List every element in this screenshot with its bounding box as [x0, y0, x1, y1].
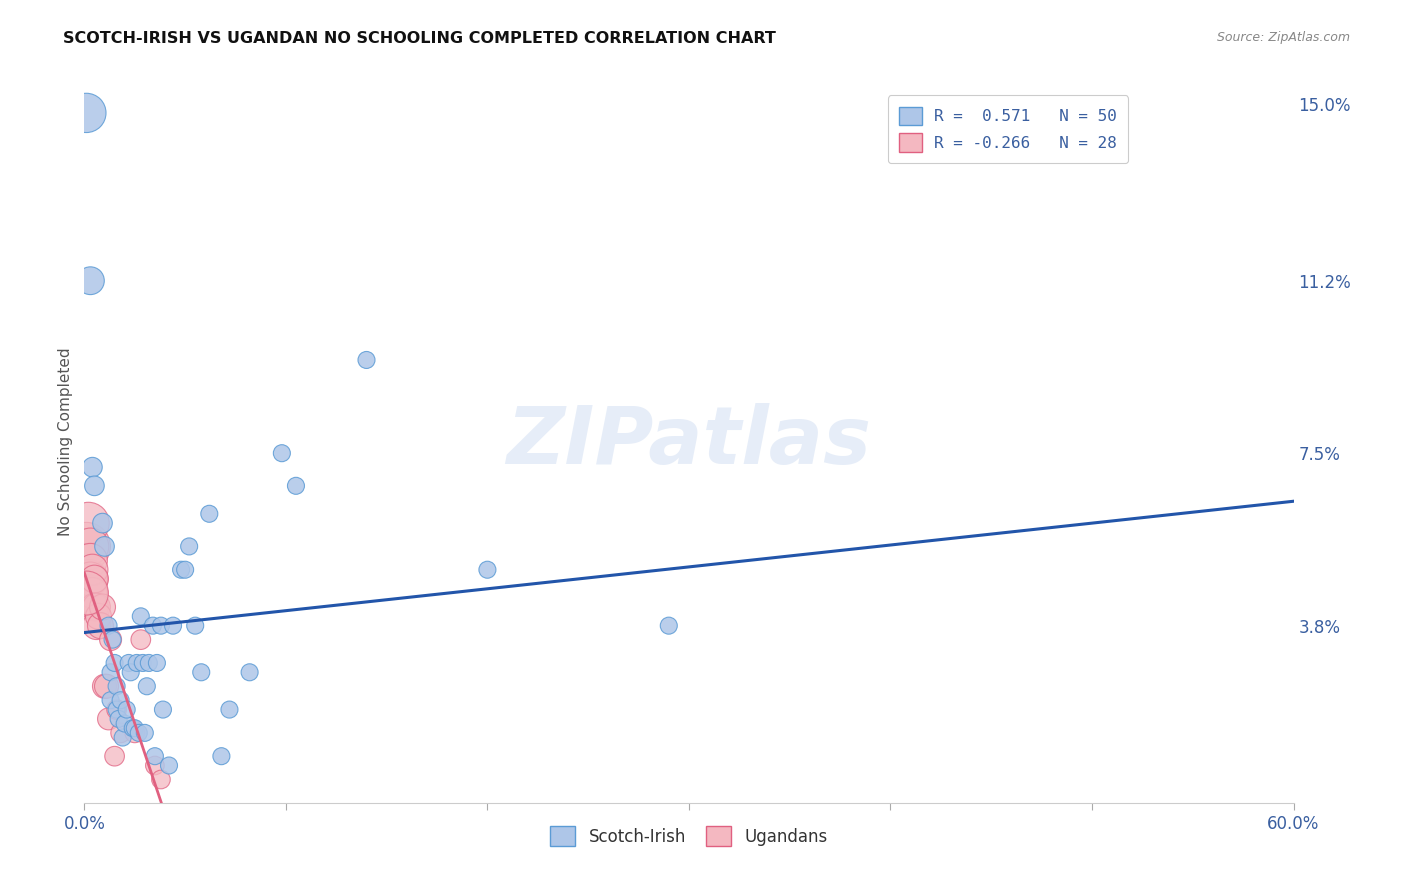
Point — [86, 618, 108, 632]
Point — [152, 702, 174, 716]
Text: SCOTCH-IRISH VS UGANDAN NO SCHOOLING COMPLETED CORRELATION CHART: SCOTCH-IRISH VS UGANDAN NO SCHOOLING COM… — [63, 31, 776, 46]
Point — [184, 618, 207, 632]
Point — [100, 665, 122, 680]
Point — [285, 479, 308, 493]
Point — [89, 618, 111, 632]
Point — [105, 702, 128, 716]
Point — [124, 726, 146, 740]
Point — [174, 563, 197, 577]
Point — [97, 712, 120, 726]
Point — [118, 656, 141, 670]
Point — [97, 618, 120, 632]
Point — [96, 679, 118, 693]
Point — [218, 702, 240, 716]
Point — [110, 726, 132, 740]
Point — [91, 516, 114, 530]
Point — [75, 586, 97, 600]
Point — [75, 106, 97, 120]
Point — [138, 656, 160, 670]
Point — [162, 618, 184, 632]
Point — [124, 721, 146, 735]
Legend: Scotch-Irish, Ugandans: Scotch-Irish, Ugandans — [544, 820, 834, 852]
Point — [82, 563, 104, 577]
Point — [120, 665, 142, 680]
Point — [658, 618, 681, 632]
Point — [82, 586, 104, 600]
Point — [115, 702, 138, 716]
Point — [209, 749, 232, 764]
Point — [134, 726, 156, 740]
Point — [356, 353, 378, 368]
Point — [270, 446, 292, 460]
Point — [125, 656, 148, 670]
Point — [100, 632, 122, 647]
Text: Source: ZipAtlas.com: Source: ZipAtlas.com — [1216, 31, 1350, 45]
Point — [101, 632, 124, 647]
Point — [83, 572, 105, 586]
Point — [79, 274, 101, 288]
Point — [79, 553, 101, 567]
Point — [91, 600, 114, 615]
Point — [111, 731, 134, 745]
Point — [114, 716, 136, 731]
Y-axis label: No Schooling Completed: No Schooling Completed — [58, 347, 73, 536]
Point — [87, 609, 110, 624]
Point — [121, 721, 143, 735]
Point — [477, 563, 499, 577]
Point — [146, 656, 169, 670]
Point — [129, 609, 152, 624]
Point — [105, 679, 128, 693]
Point — [77, 586, 100, 600]
Point — [100, 693, 122, 707]
Point — [79, 572, 101, 586]
Point — [104, 749, 127, 764]
Text: ZIPatlas: ZIPatlas — [506, 402, 872, 481]
Point — [77, 572, 100, 586]
Point — [142, 618, 165, 632]
Point — [79, 540, 101, 554]
Point — [107, 712, 129, 726]
Point — [143, 758, 166, 772]
Point — [110, 693, 132, 707]
Point — [149, 618, 172, 632]
Point — [93, 540, 115, 554]
Point — [149, 772, 172, 787]
Point — [135, 679, 157, 693]
Point — [132, 656, 155, 670]
Point — [77, 516, 100, 530]
Point — [179, 540, 201, 554]
Point — [104, 656, 127, 670]
Point — [157, 758, 180, 772]
Point — [190, 665, 212, 680]
Point — [82, 460, 104, 475]
Point — [83, 600, 105, 615]
Point — [143, 749, 166, 764]
Point — [170, 563, 193, 577]
Point — [86, 600, 108, 615]
Point — [128, 726, 150, 740]
Point — [105, 702, 128, 716]
Point — [75, 540, 97, 554]
Point — [83, 479, 105, 493]
Point — [239, 665, 262, 680]
Point — [129, 632, 152, 647]
Point — [198, 507, 221, 521]
Point — [93, 679, 115, 693]
